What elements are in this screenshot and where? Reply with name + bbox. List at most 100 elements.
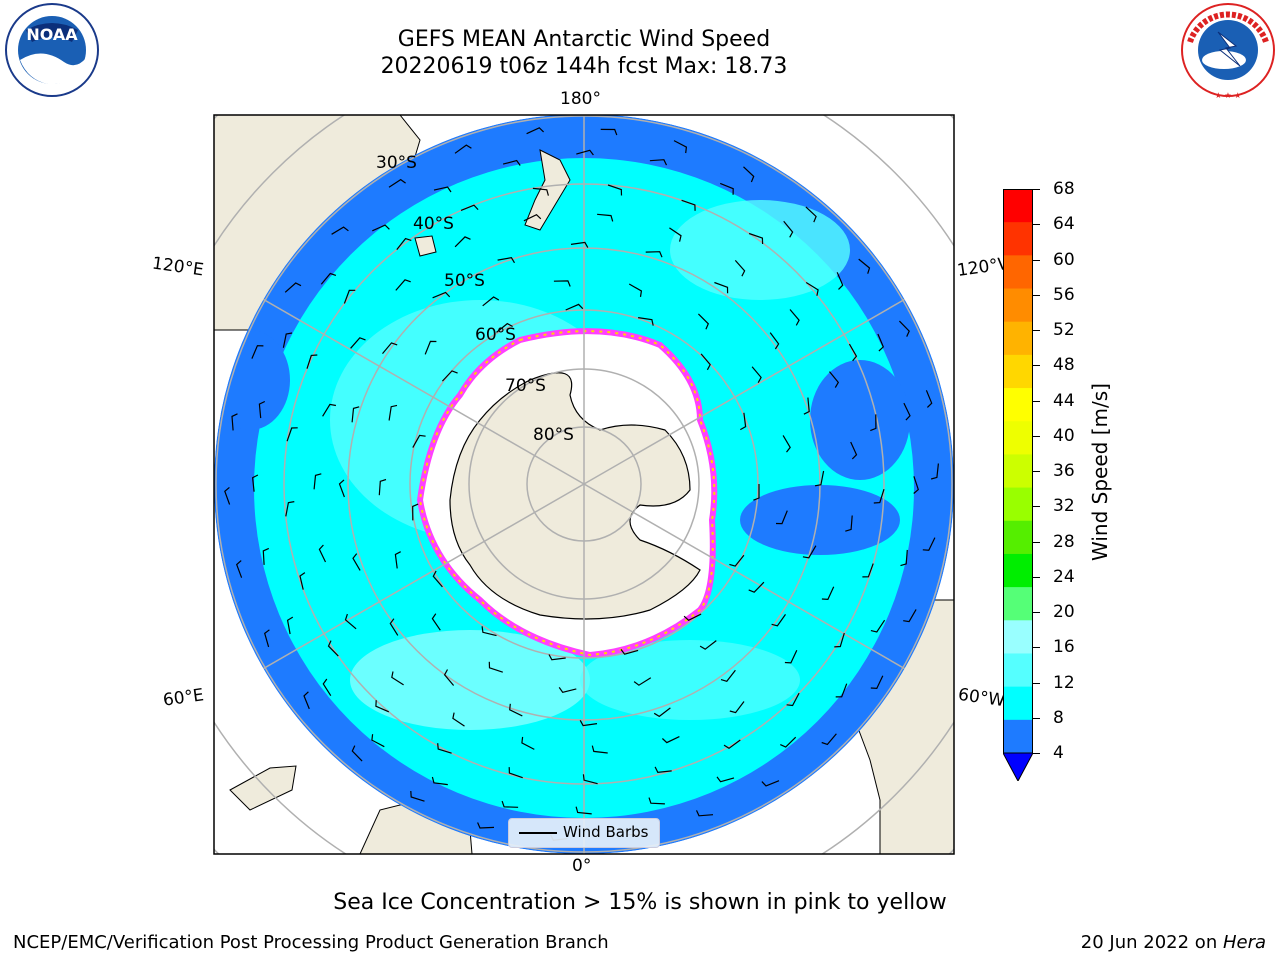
wind-barb: [251, 474, 259, 492]
wind-barb: [836, 272, 844, 290]
colorbar-label: Wind Speed [m/s]: [1088, 383, 1112, 561]
wind-barb: [388, 404, 398, 421]
wind-barb: [922, 537, 936, 551]
wind-barb: [532, 187, 549, 196]
wind-barb: [719, 182, 734, 195]
colorbar-tick-mark: [1033, 330, 1040, 331]
wind-barb: [575, 806, 592, 815]
wind-barb: [898, 320, 910, 337]
colorbar-bin: [1003, 222, 1033, 256]
lon-label-180: 180°: [560, 89, 601, 109]
wind-barb: [699, 640, 717, 650]
wind-barb: [683, 613, 702, 622]
wind-barb: [769, 332, 780, 350]
colorbar: [1003, 189, 1033, 781]
wind-barb: [412, 434, 426, 448]
colorbar-tick-label: 24: [1053, 566, 1075, 587]
colorbar-tick-label: 48: [1053, 355, 1075, 376]
map-legend: Wind Barbs: [508, 818, 660, 848]
wind-barb: [496, 322, 513, 333]
wind-barb: [454, 144, 472, 154]
wind-barb: [306, 354, 318, 369]
legend-label: Wind Barbs: [563, 823, 649, 841]
colorbar-tick-mark: [1033, 400, 1040, 402]
wind-barb: [396, 237, 412, 250]
wind-barb: [343, 289, 356, 304]
wind-barb: [352, 553, 361, 571]
wind-barb: [224, 486, 231, 505]
wind-barb: [338, 479, 345, 498]
colorbar-tick-mark: [1033, 294, 1040, 296]
wind-barb: [723, 739, 741, 750]
wind-barb: [481, 626, 497, 637]
wind-barb: [441, 370, 458, 382]
wind-barb: [834, 632, 845, 648]
colorbar-bin: [1003, 354, 1033, 389]
wind-barb: [570, 241, 589, 248]
wind-barb: [286, 427, 298, 442]
wind-barb: [394, 551, 401, 569]
svg-text:★ ★ ★: ★ ★ ★: [1215, 91, 1242, 100]
wind-barb: [508, 767, 523, 779]
wind-barbs: [224, 127, 939, 841]
wind-barb: [681, 199, 696, 211]
wind-barb: [784, 649, 798, 664]
wind-barb: [835, 683, 848, 698]
colorbar-tick-label: 12: [1053, 672, 1075, 693]
colorbar-extend-arrow: [1003, 752, 1033, 781]
wind-barb: [258, 400, 266, 419]
footer-date-text: 20 Jun 2022 on: [1080, 932, 1223, 953]
wind-barb: [848, 343, 858, 362]
colorbar-tick-mark: [1033, 471, 1040, 472]
wind-barb: [521, 736, 535, 750]
wind-barb: [805, 281, 819, 296]
wind-barb: [654, 766, 672, 773]
wind-barb: [903, 609, 917, 623]
colorbar-tick-mark: [1033, 647, 1040, 649]
colorbar-tick-label: 68: [1053, 179, 1075, 199]
wind-barb: [821, 733, 837, 746]
wind-barb: [620, 649, 639, 655]
footer-host: Hera: [1222, 932, 1266, 953]
legend-line-swatch: [519, 832, 557, 834]
wind-barb: [452, 712, 465, 727]
wind-barb: [870, 619, 886, 633]
lat-label-80s: 80°S: [533, 425, 574, 445]
wind-barb: [389, 618, 399, 636]
wind-barb: [351, 745, 363, 762]
wind-barb: [565, 303, 584, 311]
colorbar-tick-label: 32: [1053, 496, 1075, 517]
wind-barb: [903, 402, 911, 421]
lat-label-50s: 50°S: [444, 271, 485, 291]
colorbar-bin: [1003, 454, 1033, 489]
wind-barb: [771, 614, 786, 627]
colorbar-tick-mark: [1033, 435, 1040, 437]
wind-barb: [821, 586, 835, 601]
colorbar-tick-label: 52: [1053, 320, 1075, 340]
wind-barb: [553, 280, 571, 287]
colorbar-bin: [1003, 653, 1033, 688]
wind-barb: [579, 720, 598, 727]
colorbar-bin: [1003, 321, 1033, 356]
nws-logo: ★ ★ ★: [1181, 3, 1275, 100]
wind-barb: [395, 279, 411, 291]
wind-barb: [628, 283, 643, 297]
colorbar-tick-label: 28: [1053, 531, 1075, 552]
colorbar-tick-mark: [1033, 506, 1040, 508]
colorbar-tick-label: 44: [1053, 390, 1075, 411]
wind-barb: [303, 691, 310, 710]
wind-barb: [653, 707, 671, 718]
wind-barb: [775, 510, 788, 525]
wind-barb: [433, 186, 452, 193]
colorbar-bin: [1003, 288, 1033, 323]
wind-barb: [649, 159, 668, 166]
wind-barb: [607, 184, 623, 196]
wind-barb: [845, 515, 853, 532]
wind-barb: [264, 629, 270, 648]
colorbar-tick-mark: [1033, 753, 1040, 754]
wind-barb: [734, 260, 746, 277]
wind-barb: [870, 414, 877, 432]
colorbar-tick-label: 56: [1053, 284, 1075, 305]
wind-barb: [286, 616, 294, 635]
wind-barb: [743, 166, 755, 183]
